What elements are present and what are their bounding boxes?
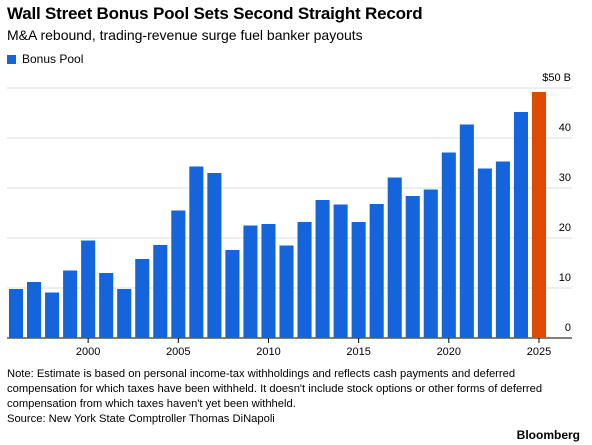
- y-tick-label: $50 B: [542, 72, 571, 84]
- y-tick-label: 40: [559, 122, 571, 134]
- legend: Bonus Pool: [7, 52, 83, 66]
- bar: [495, 161, 510, 338]
- x-tick-label: 2015: [346, 346, 370, 358]
- y-tick-label: 10: [559, 272, 571, 284]
- bar: [8, 289, 24, 338]
- bar: [279, 245, 294, 338]
- bar: [531, 92, 547, 338]
- bar: [477, 168, 492, 338]
- chart-subtitle: M&A rebound, trading-revenue surge fuel …: [7, 27, 363, 43]
- bar: [153, 245, 168, 338]
- y-tick-label: 0: [565, 322, 571, 334]
- bar: [45, 292, 60, 338]
- bar: [117, 289, 132, 338]
- bar: [315, 200, 330, 338]
- bar: [27, 282, 42, 338]
- brand-logo-text: Bloomberg: [516, 428, 580, 442]
- chart-source: Source: New York State Comptroller Thoma…: [7, 413, 275, 425]
- bar-chart: 0 10 20 30 40 $50 B 2000 2005 2010 2015 2020 2025: [7, 72, 572, 358]
- y-tick-label: 30: [559, 172, 571, 184]
- legend-swatch: [7, 54, 16, 64]
- bar: [243, 225, 258, 338]
- bar: [225, 250, 240, 338]
- bar: [297, 222, 312, 338]
- x-tick-label: 2010: [256, 346, 280, 358]
- bar: [135, 259, 150, 338]
- bar: [81, 240, 96, 338]
- bar: [261, 224, 276, 338]
- bar: [207, 173, 222, 338]
- bar: [63, 270, 78, 338]
- bar: [369, 204, 384, 338]
- y-tick-label: 20: [559, 222, 571, 234]
- x-tick-label: 2005: [166, 346, 190, 358]
- bar: [405, 196, 420, 338]
- bar: [513, 112, 528, 338]
- bar: [423, 189, 438, 338]
- bar: [171, 210, 186, 338]
- x-tick-label: 2025: [527, 346, 551, 358]
- bar: [387, 177, 402, 338]
- chart-note: Note: Estimate is based on personal inco…: [7, 368, 543, 410]
- legend-label: Bonus Pool: [22, 52, 84, 66]
- bar: [351, 222, 366, 338]
- bar: [459, 124, 474, 338]
- x-tick-label: 2020: [437, 346, 461, 358]
- bar: [441, 152, 456, 338]
- chart-title: Wall Street Bonus Pool Sets Second Strai…: [7, 4, 423, 23]
- bar: [333, 204, 348, 338]
- bar: [189, 166, 204, 338]
- x-tick-label: 2000: [76, 346, 100, 358]
- bar: [99, 273, 114, 338]
